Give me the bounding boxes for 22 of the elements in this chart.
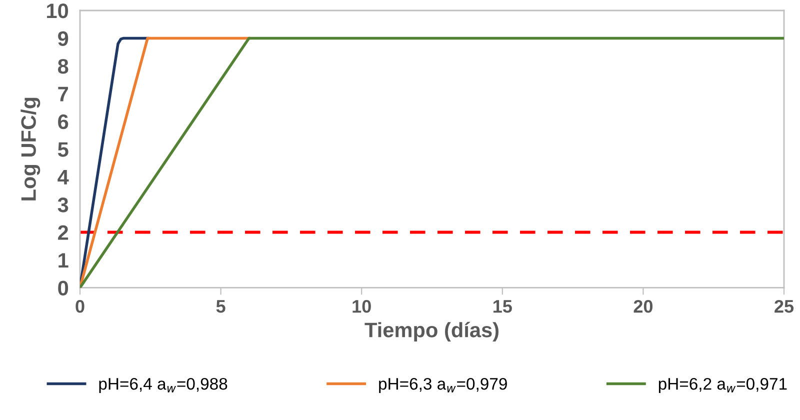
x-tick-label: 20 — [634, 300, 653, 313]
y-tick-label: 7 — [58, 86, 68, 102]
x-tick-label: 5 — [216, 300, 226, 313]
y-tick-label: 0 — [58, 280, 68, 296]
x-axis-title: Tiempo (días) — [364, 322, 498, 342]
x-tick-label: 15 — [493, 300, 512, 313]
y-tick-label: 10 — [47, 4, 68, 18]
x-tick-label: 0 — [76, 300, 84, 313]
y-tick-label: 6 — [58, 114, 68, 130]
x-tick-label: 10 — [352, 300, 371, 313]
y-tick-label: 4 — [58, 170, 69, 184]
y-tick-label: 3 — [58, 198, 68, 212]
legend-label: pH=6,4 a$_{w}$=0,988 — [99, 378, 228, 394]
legend-label: pH=6,2 a$_{w}$=0,971 — [658, 378, 787, 394]
y-axis-title: Log UFC/g — [20, 98, 40, 200]
x-tick-label: 25 — [774, 300, 794, 313]
y-tick-label: 5 — [58, 142, 68, 157]
legend-label: pH=6,3 a$_{w}$=0,979 — [379, 378, 507, 394]
y-tick-label: 2 — [58, 225, 68, 240]
y-tick-label: 9 — [58, 31, 68, 46]
y-tick-label: 8 — [58, 58, 68, 74]
y-tick-label: 1 — [58, 253, 68, 268]
